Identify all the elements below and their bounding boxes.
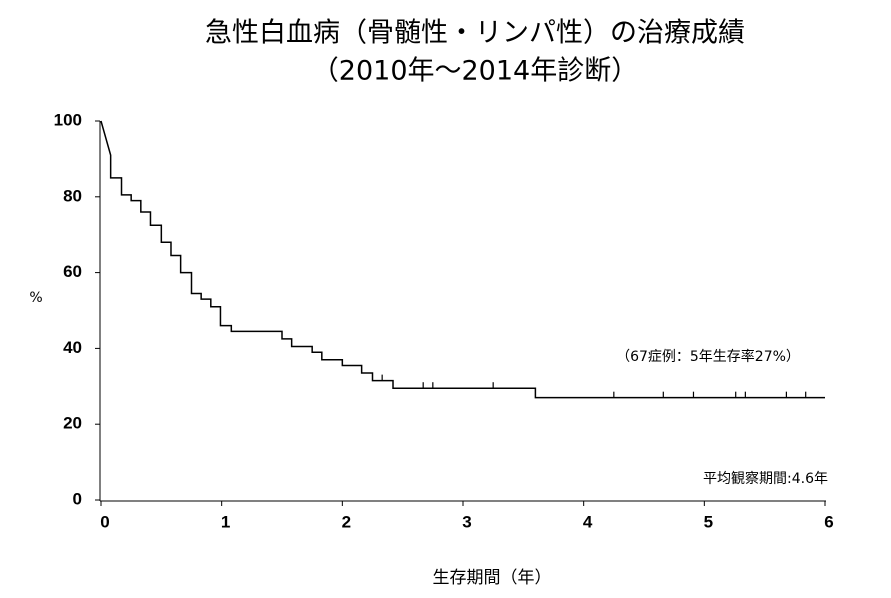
y-tick-label: 20 (63, 414, 82, 433)
x-tick-label: 0 (100, 512, 109, 531)
y-tick-label: 0 (73, 489, 82, 508)
x-tick-label: 4 (583, 512, 593, 531)
x-tick-label: 6 (824, 512, 833, 531)
y-tick-label: 60 (63, 262, 82, 281)
x-tick-label: 5 (704, 512, 713, 531)
x-axis-label: 生存期間（年） (433, 568, 552, 588)
x-tick-label: 3 (462, 512, 471, 531)
y-axis-label: % (29, 290, 42, 306)
x-tick-label: 1 (221, 512, 230, 531)
annotation: 平均観察期間:4.6年 (703, 470, 828, 487)
x-tick-label: 2 (342, 512, 351, 531)
y-tick-label: 40 (63, 338, 82, 357)
survival-curve (100, 120, 825, 399)
y-tick-label: 80 (63, 186, 82, 205)
chart-title: 急性白血病（骨髄性・リンパ性）の治療成績 (205, 18, 745, 49)
annotation: （67症例：5年生存率27%） (616, 348, 800, 365)
y-tick-label: 100 (54, 110, 82, 129)
chart-subtitle: （2010年～2014年診断） (312, 56, 638, 87)
